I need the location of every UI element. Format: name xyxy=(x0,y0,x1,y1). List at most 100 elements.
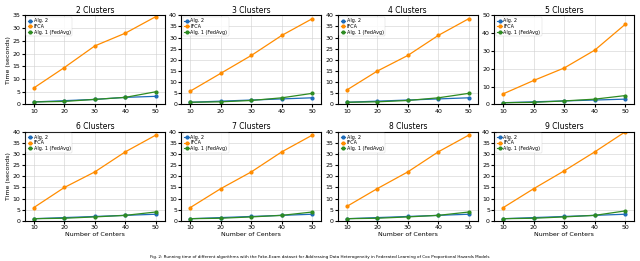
IFCA xyxy=(30,86,38,90)
Text: Fig. 2: Running time of different algorithms with the Fake-Exam dataset for Addr: Fig. 2: Running time of different algori… xyxy=(150,256,490,259)
Alg. 1 (FedAvg) xyxy=(186,101,194,104)
Legend: Alg. 2, IFCA, Alg. 1 (FedAvg): Alg. 2, IFCA, Alg. 1 (FedAvg) xyxy=(339,133,385,153)
IFCA xyxy=(561,169,568,172)
Alg. 2 xyxy=(499,101,507,104)
Alg. 2 xyxy=(308,96,316,99)
Alg. 1 (FedAvg) xyxy=(530,217,538,220)
Alg. 1 (FedAvg) xyxy=(343,101,351,104)
Title: 7 Clusters: 7 Clusters xyxy=(232,122,271,131)
Alg. 2 xyxy=(465,213,473,216)
Alg. 1 (FedAvg) xyxy=(61,217,68,220)
Title: 4 Clusters: 4 Clusters xyxy=(388,5,427,15)
IFCA xyxy=(621,23,629,26)
IFCA xyxy=(591,49,598,52)
Alg. 1 (FedAvg) xyxy=(435,96,442,99)
Alg. 2 xyxy=(591,214,598,217)
Alg. 1 (FedAvg) xyxy=(343,217,351,220)
IFCA xyxy=(248,54,255,57)
Alg. 1 (FedAvg) xyxy=(591,214,598,217)
Alg. 1 (FedAvg) xyxy=(308,92,316,95)
Title: 9 Clusters: 9 Clusters xyxy=(545,122,584,131)
IFCA xyxy=(61,66,68,69)
Alg. 1 (FedAvg) xyxy=(591,98,598,101)
Alg. 2 xyxy=(152,95,159,98)
Line: Alg. 2: Alg. 2 xyxy=(189,96,314,104)
Line: IFCA: IFCA xyxy=(502,130,627,209)
Alg. 1 (FedAvg) xyxy=(30,217,38,220)
Line: IFCA: IFCA xyxy=(346,134,470,208)
X-axis label: Number of Centers: Number of Centers xyxy=(221,232,281,237)
Alg. 1 (FedAvg) xyxy=(248,99,255,102)
Title: 8 Clusters: 8 Clusters xyxy=(388,122,427,131)
Line: Alg. 1 (FedAvg): Alg. 1 (FedAvg) xyxy=(189,211,314,220)
Alg. 2 xyxy=(61,216,68,219)
Alg. 2 xyxy=(308,213,316,216)
Alg. 1 (FedAvg) xyxy=(465,92,473,95)
IFCA xyxy=(61,186,68,189)
Alg. 2 xyxy=(91,215,99,218)
Line: IFCA: IFCA xyxy=(189,134,314,209)
Alg. 1 (FedAvg) xyxy=(621,209,629,212)
Y-axis label: Time (seconds): Time (seconds) xyxy=(6,152,10,200)
IFCA xyxy=(374,187,381,190)
Line: IFCA: IFCA xyxy=(33,134,157,209)
Title: 5 Clusters: 5 Clusters xyxy=(545,5,584,15)
Alg. 1 (FedAvg) xyxy=(404,215,412,218)
Alg. 1 (FedAvg) xyxy=(61,100,68,103)
X-axis label: Number of Centers: Number of Centers xyxy=(378,232,438,237)
Alg. 2 xyxy=(217,100,225,103)
Alg. 2 xyxy=(621,213,629,216)
Legend: Alg. 2, IFCA, Alg. 1 (FedAvg): Alg. 2, IFCA, Alg. 1 (FedAvg) xyxy=(339,17,385,36)
IFCA xyxy=(186,206,194,209)
IFCA xyxy=(530,187,538,190)
IFCA xyxy=(404,170,412,174)
IFCA xyxy=(435,34,442,37)
Legend: Alg. 2, IFCA, Alg. 1 (FedAvg): Alg. 2, IFCA, Alg. 1 (FedAvg) xyxy=(26,17,72,36)
Alg. 1 (FedAvg) xyxy=(499,101,507,104)
Alg. 1 (FedAvg) xyxy=(404,99,412,102)
Alg. 1 (FedAvg) xyxy=(374,217,381,220)
Alg. 1 (FedAvg) xyxy=(91,215,99,218)
Alg. 1 (FedAvg) xyxy=(122,214,129,217)
Alg. 2 xyxy=(530,100,538,103)
Title: 6 Clusters: 6 Clusters xyxy=(76,122,114,131)
Legend: Alg. 2, IFCA, Alg. 1 (FedAvg): Alg. 2, IFCA, Alg. 1 (FedAvg) xyxy=(182,133,229,153)
Alg. 1 (FedAvg) xyxy=(186,217,194,220)
Alg. 2 xyxy=(404,215,412,218)
Alg. 2 xyxy=(435,97,442,100)
Alg. 2 xyxy=(561,99,568,103)
Line: Alg. 2: Alg. 2 xyxy=(33,95,157,103)
Line: IFCA: IFCA xyxy=(189,17,314,92)
Line: Alg. 2: Alg. 2 xyxy=(33,213,157,220)
IFCA xyxy=(152,15,159,18)
Alg. 2 xyxy=(278,214,285,217)
IFCA xyxy=(30,206,38,209)
Alg. 1 (FedAvg) xyxy=(278,214,285,217)
IFCA xyxy=(91,44,99,48)
Alg. 1 (FedAvg) xyxy=(465,210,473,213)
Alg. 2 xyxy=(499,217,507,220)
Alg. 2 xyxy=(404,98,412,102)
Legend: Alg. 2, IFCA, Alg. 1 (FedAvg): Alg. 2, IFCA, Alg. 1 (FedAvg) xyxy=(26,133,72,153)
Alg. 2 xyxy=(374,216,381,219)
Line: Alg. 2: Alg. 2 xyxy=(189,213,314,220)
Alg. 2 xyxy=(374,100,381,103)
Alg. 2 xyxy=(61,99,68,102)
Alg. 2 xyxy=(91,98,99,101)
Line: Alg. 1 (FedAvg): Alg. 1 (FedAvg) xyxy=(502,94,627,104)
IFCA xyxy=(530,79,538,82)
Alg. 1 (FedAvg) xyxy=(152,210,159,213)
IFCA xyxy=(435,150,442,153)
IFCA xyxy=(621,130,629,133)
IFCA xyxy=(122,150,129,153)
Alg. 2 xyxy=(122,96,129,99)
IFCA xyxy=(343,205,351,208)
Line: Alg. 2: Alg. 2 xyxy=(502,98,627,104)
IFCA xyxy=(374,69,381,73)
IFCA xyxy=(308,17,316,20)
Line: Alg. 1 (FedAvg): Alg. 1 (FedAvg) xyxy=(502,210,627,220)
IFCA xyxy=(465,17,473,20)
Alg. 1 (FedAvg) xyxy=(499,217,507,220)
Title: 2 Clusters: 2 Clusters xyxy=(76,5,114,15)
Alg. 1 (FedAvg) xyxy=(217,100,225,103)
